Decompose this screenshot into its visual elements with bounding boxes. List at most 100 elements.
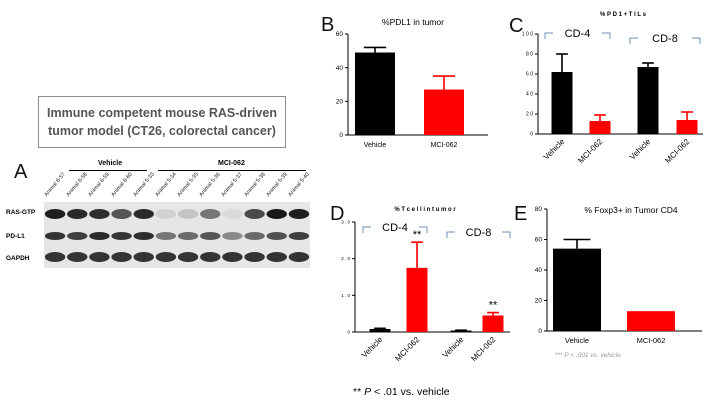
blot-band xyxy=(266,232,287,240)
x-category-label: Vehicle xyxy=(565,336,589,345)
blot-group-vehicle: Vehicle xyxy=(98,160,123,167)
blot-lane-label: Animal 5-35 xyxy=(176,171,200,198)
blot-lane-label: Animal 5-38 xyxy=(242,171,267,198)
y-tick-label: 6 0 xyxy=(526,72,533,78)
group-bracket-cd4: CD-4 xyxy=(362,222,428,234)
footnote-p: P xyxy=(364,386,372,398)
group-label: CD-8 xyxy=(466,227,492,239)
chart-title: % Foxp3+ in Tumor CD4 xyxy=(584,205,678,215)
blot-band xyxy=(177,252,199,262)
blot-band xyxy=(133,232,154,240)
blot-band xyxy=(222,209,243,219)
bar xyxy=(553,248,601,331)
blot-lane-label: Animal 6-59 xyxy=(87,171,112,198)
blot-row-label-gapdh: GAPDH xyxy=(6,255,30,262)
blot-lane-label: Animal 6-57 xyxy=(43,171,67,198)
significance-marker: ** xyxy=(413,229,422,241)
y-tick-label: 20 xyxy=(336,99,344,106)
model-description-box: Immune competent mouse RAS-driven tumor … xyxy=(38,96,286,148)
blot-lane-label: Animal 6-60 xyxy=(109,171,134,198)
blot-band xyxy=(244,209,265,219)
blot-band xyxy=(44,232,66,240)
y-tick-label: 2 . 0 xyxy=(341,256,350,261)
bar xyxy=(450,330,472,332)
bar xyxy=(482,315,504,332)
x-category-label: MCI-062 xyxy=(637,336,666,345)
blot-row-label-ras: RAS-GTP xyxy=(6,209,36,216)
x-category-label: MCI-062 xyxy=(393,335,421,363)
y-tick-label: 0 xyxy=(538,328,542,335)
blot-band xyxy=(222,232,243,240)
y-tick-label: 80 xyxy=(535,206,543,213)
model-line-2: tumor model (CT26, colorectal cancer) xyxy=(48,124,276,138)
bracket-left xyxy=(629,37,638,44)
western-blot-image xyxy=(44,202,310,268)
blot-lane-label: Animal 6-58 xyxy=(65,171,90,198)
blot-band xyxy=(288,232,310,240)
x-category-label: Vehicle xyxy=(360,335,385,360)
x-category-label: MCI-062 xyxy=(663,137,691,165)
chart-note: *** P < .001 vs. vehicle xyxy=(555,352,621,359)
chart-title: % P D 1 + T I L s xyxy=(600,12,647,18)
blot-lane-label: Animal 5-36 xyxy=(198,171,223,198)
x-category-label: Vehicle xyxy=(542,137,567,162)
y-tick-label: 40 xyxy=(336,65,344,72)
model-line-1: Immune competent mouse RAS-driven xyxy=(47,106,277,120)
significance-marker: ** xyxy=(489,300,498,312)
x-category-label: Vehicle xyxy=(364,142,387,149)
bracket-left xyxy=(446,231,455,238)
bar xyxy=(355,52,395,136)
blot-lane-label: Animal 5-40 xyxy=(287,171,311,198)
blot-band xyxy=(67,232,88,240)
blot-band xyxy=(67,209,88,219)
blot-band xyxy=(89,232,110,240)
bracket-right xyxy=(602,32,611,39)
group-label: CD-8 xyxy=(652,33,678,45)
panel-letter-d: D xyxy=(330,203,345,225)
group-bracket-cd8: CD-8 xyxy=(629,33,701,45)
y-tick-label: 1 . 0 xyxy=(341,293,350,298)
chart-foxp3-in-tumor-cd4: % Foxp3+ in Tumor CD4 0 20 40 60 80 Vehicle MCI… xyxy=(535,205,702,359)
bracket-right xyxy=(419,226,428,233)
bar xyxy=(589,121,611,134)
blot-band xyxy=(133,209,154,219)
blot-band xyxy=(67,252,88,262)
bar xyxy=(627,311,675,331)
chart-t-cell-in-tumor: % T c e l l i n t u m o r 0 1 . 0 2 . 0 3 . … xyxy=(341,207,511,363)
panel-letter-a: A xyxy=(14,161,28,183)
blot-band xyxy=(111,209,132,219)
y-tick-label: 20 xyxy=(535,298,543,305)
blot-group-mci-line xyxy=(158,170,306,171)
chart-title: %PDL1 in tumor xyxy=(382,17,444,27)
x-category-label: Vehicle xyxy=(441,335,466,360)
blot-band xyxy=(44,209,66,219)
footnote: ** P < .01 vs. vehicle xyxy=(353,386,450,398)
blot-band xyxy=(111,252,132,262)
blot-band xyxy=(89,209,110,219)
blot-band xyxy=(155,232,177,240)
group-label: CD-4 xyxy=(382,222,408,234)
bar xyxy=(369,329,391,332)
y-tick-label: 2 0 xyxy=(526,112,533,118)
bracket-right xyxy=(502,231,511,238)
y-tick-label: 4 0 xyxy=(526,92,533,98)
blot-band xyxy=(200,252,221,262)
blot-band xyxy=(155,209,177,219)
footnote-text: < .01 vs. vehicle xyxy=(371,386,450,398)
blot-group-vehicle-line xyxy=(69,170,147,171)
blot-band xyxy=(111,232,132,240)
bracket-left xyxy=(362,226,371,233)
blot-band xyxy=(244,232,265,240)
bracket-right xyxy=(692,37,701,44)
y-tick-label: 0 xyxy=(347,330,350,335)
y-tick-label: 1 0 0 xyxy=(522,32,533,38)
blot-band xyxy=(177,209,199,219)
x-category-label: MCI-062 xyxy=(576,137,604,165)
y-tick-label: 0 xyxy=(339,132,343,139)
blot-band xyxy=(200,232,221,240)
group-bracket-cd4: CD-4 xyxy=(544,28,611,40)
blot-band xyxy=(288,209,310,219)
chart-title: % T c e l l i n t u m o r xyxy=(394,207,456,213)
blot-band xyxy=(266,252,287,262)
y-tick-label: 60 xyxy=(535,237,543,244)
